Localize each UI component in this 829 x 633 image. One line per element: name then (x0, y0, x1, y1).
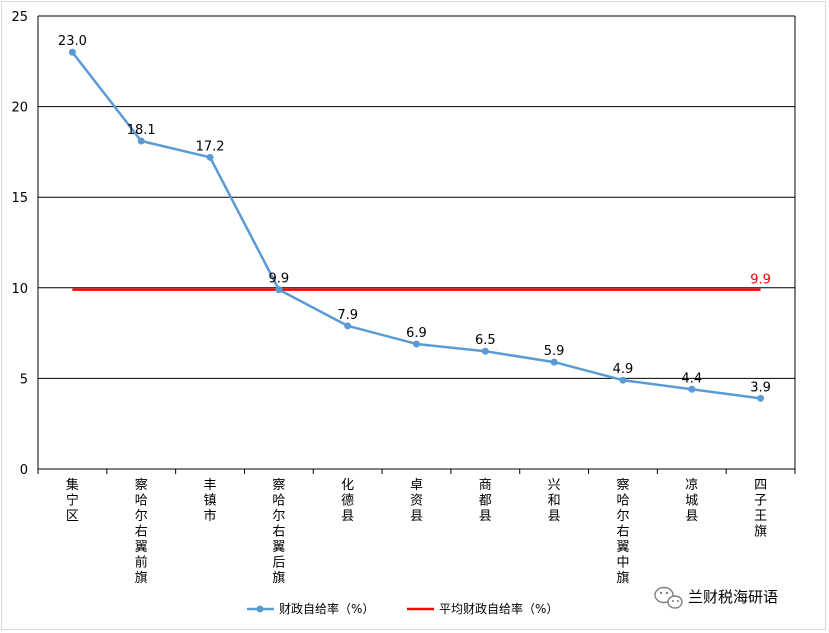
x-category-label: 丰镇市 (204, 478, 217, 524)
legend-item-average: 平均财政自给率（%） (407, 601, 558, 616)
average-series: 9.9 (72, 273, 771, 291)
legend: 财政自给率（%） 平均财政自给率（%） (247, 601, 558, 616)
data-label: 3.9 (750, 380, 771, 395)
data-label: 18.1 (127, 123, 156, 138)
watermark: 兰财税海研语 (654, 586, 778, 609)
wechat-icon (654, 586, 683, 609)
data-label: 17.2 (196, 139, 225, 154)
data-point (275, 286, 283, 294)
data-label: 5.9 (544, 344, 565, 359)
data-label: 6.5 (475, 333, 496, 348)
watermark-text: 兰财税海研语 (688, 588, 778, 606)
y-tick-label: 25 (11, 10, 28, 25)
y-axis-ticks: 0 5 10 15 20 25 (11, 10, 28, 478)
data-points (68, 48, 765, 402)
average-data-label: 9.9 (750, 273, 771, 288)
y-tick-label: 0 (20, 463, 28, 478)
data-point (757, 394, 765, 402)
legend-item-main: 财政自给率（%） (247, 601, 374, 616)
grid-lines (38, 15, 795, 379)
data-point (619, 376, 627, 384)
x-category-label: 兴和县 (548, 478, 561, 524)
data-label: 4.4 (681, 371, 702, 386)
data-point (688, 385, 696, 393)
data-label: 23.0 (58, 34, 87, 49)
x-category-label: 商都县 (479, 478, 492, 524)
y-tick-label: 10 (11, 282, 28, 297)
data-label: 6.9 (406, 326, 427, 341)
data-label: 9.9 (269, 272, 290, 287)
data-point (481, 347, 489, 355)
legend-swatch-marker-main (256, 605, 264, 613)
y-tick-label: 15 (11, 191, 28, 206)
data-point (137, 137, 145, 145)
x-axis-categories: 集宁区 察哈尔右翼前旗 丰镇市 察哈尔右翼后旗 化德县 卓资县 商都县 兴和县 察哈尔右翼中旗 凉… (66, 477, 767, 586)
x-category-label: 化德县 (341, 478, 354, 524)
x-category-label: 察哈尔右翼前旗 (135, 478, 148, 586)
x-category-label: 卓资县 (410, 478, 423, 524)
data-label: 7.9 (337, 308, 358, 323)
x-category-label: 察哈尔右翼后旗 (272, 478, 285, 586)
y-tick-label: 5 (20, 372, 28, 387)
x-category-label: 凉城县 (685, 478, 698, 524)
legend-label-main: 财政自给率（%） (279, 601, 374, 616)
x-category-label: 察哈尔右翼中旗 (616, 478, 629, 586)
x-category-label: 四子王旗 (754, 478, 767, 540)
data-labels: 23.0 18.1 17.2 9.9 7.9 6.9 6.5 5.9 4.9 4.4 3.9 (58, 34, 771, 395)
data-point (344, 322, 352, 330)
axes (37, 16, 796, 474)
x-category-label: 集宁区 (66, 477, 79, 524)
y-tick-label: 20 (11, 101, 28, 116)
data-point (413, 340, 420, 348)
legend-label-average: 平均财政自给率（%） (439, 601, 558, 616)
data-point (206, 153, 214, 161)
data-point (550, 358, 558, 366)
data-label: 4.9 (613, 362, 634, 377)
data-point (68, 48, 76, 56)
